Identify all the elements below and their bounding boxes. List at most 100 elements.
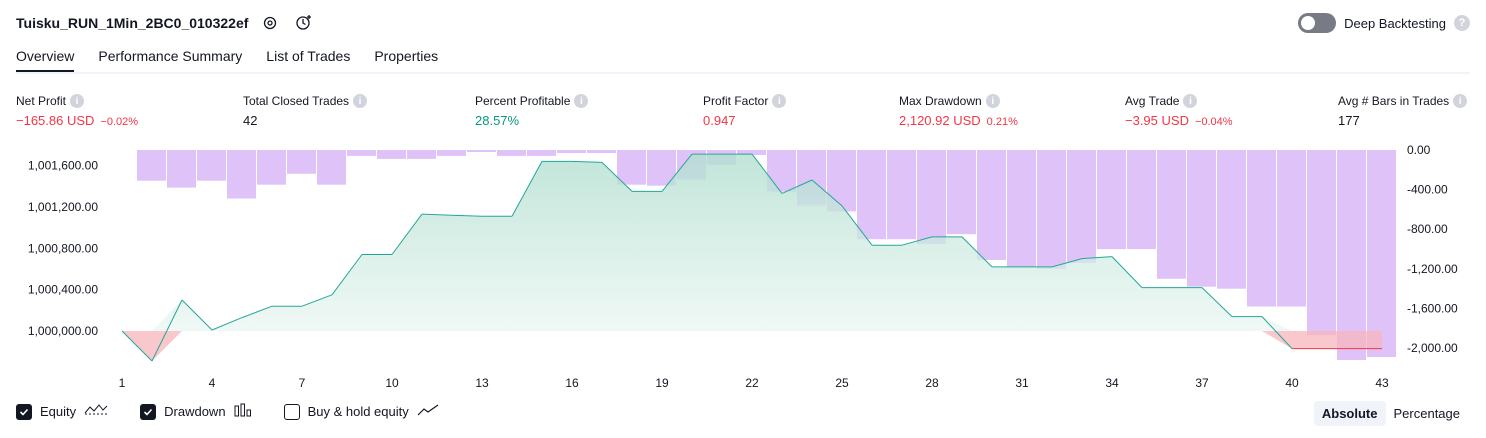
equity-segment (181, 299, 213, 331)
chart-legend: Equity Drawdown Buy & hold equity (16, 403, 471, 420)
left-axis-tick-label: 1,000,000.00 (28, 324, 98, 338)
metric-net-profit: Net Profit i −165.86 USD −0.02% (16, 94, 138, 128)
scale-mode-switch: Absolute Percentage (1313, 401, 1468, 426)
buy-hold-checkbox[interactable] (283, 403, 300, 420)
drawdown-bar (227, 150, 256, 199)
legend-equity[interactable]: Equity (16, 403, 108, 420)
drawdown-bar (557, 150, 586, 153)
drawdown-bar (347, 150, 376, 156)
metric-label: Total Closed Trades (243, 94, 350, 108)
info-icon[interactable]: i (1453, 94, 1468, 108)
equity-segment (211, 317, 243, 331)
info-icon[interactable]: i (574, 94, 589, 108)
drawdown-bar (467, 150, 496, 152)
tab-overview[interactable]: Overview (16, 48, 75, 73)
right-axis-tick-label: -1,600.00 (1407, 302, 1458, 316)
info-icon[interactable]: i (353, 94, 368, 108)
deep-backtesting-toggle[interactable] (1298, 13, 1337, 33)
equity-line (121, 153, 1382, 362)
left-axis-tick-label: 1,000,400.00 (28, 283, 98, 297)
x-axis-tick-label: 4 (209, 376, 216, 390)
drawdown-bar (737, 150, 766, 155)
tab-list-of-trades[interactable]: List of Trades (266, 48, 351, 64)
metric-value: −3.95 USD (1125, 113, 1189, 128)
x-axis-tick-label: 13 (475, 376, 489, 390)
left-axis: 1,000,000.00 1,000,400.00 1,000,800.00 1,00… (28, 159, 98, 339)
equity-area (122, 154, 1382, 361)
drawdown-bar (1247, 150, 1276, 307)
left-axis-tick-label: 1,001,600.00 (28, 159, 98, 173)
drawdown-bar (317, 150, 346, 185)
tab-performance-summary[interactable]: Performance Summary (98, 48, 243, 64)
deep-backtesting-control: Deep Backtesting ? (1298, 13, 1470, 33)
right-axis-tick-label: -1,200.00 (1407, 262, 1458, 276)
x-axis-tick-label: 7 (299, 376, 306, 390)
metric-label: Avg Trade (1125, 94, 1180, 108)
equity-segment (121, 330, 153, 362)
drawdown-bar (167, 150, 196, 188)
tab-bar: Overview Performance Summary List of Tra… (16, 48, 462, 73)
legend-buy-hold[interactable]: Buy & hold equity (283, 403, 439, 420)
info-icon[interactable]: i (772, 94, 787, 108)
equity-segment (811, 179, 843, 207)
metric-total-closed-trades: Total Closed Trades i 42 (243, 94, 368, 128)
drawdown-bar (1097, 150, 1126, 250)
x-axis-tick-label: 28 (925, 376, 939, 390)
toggle-knob (1301, 16, 1316, 30)
settings-icon[interactable] (261, 14, 279, 32)
x-axis-tick-label: 10 (385, 376, 399, 390)
legend-drawdown[interactable]: Drawdown (140, 403, 251, 420)
percentage-button[interactable]: Percentage (1393, 406, 1461, 421)
x-axis-tick-label: 16 (565, 376, 579, 390)
drawdown-bar (287, 150, 316, 174)
right-axis-tick-label: -800.00 (1407, 222, 1448, 236)
drawdown-bar (497, 150, 526, 156)
info-icon[interactable]: i (1183, 94, 1198, 108)
equity-area-negative (122, 331, 1382, 361)
legend-label: Equity (40, 404, 77, 419)
drawdown-bar (917, 150, 946, 245)
equity-segment (301, 294, 333, 307)
drawdown-bar (617, 150, 646, 185)
equity-segment (961, 236, 993, 268)
drawdown-bar (587, 150, 616, 153)
equity-segment (421, 213, 453, 216)
metric-value: 177 (1338, 113, 1360, 128)
equity-checkbox[interactable] (16, 403, 32, 420)
strategy-title: Tuisku_RUN_1Min_2BC0_010322ef (16, 15, 249, 31)
help-icon[interactable]: ? (1454, 15, 1470, 31)
metric-max-drawdown: Max Drawdown i 2,120.92 USD 0.21% (899, 94, 1018, 128)
equity-segment (601, 162, 633, 192)
drawdown-bar (1157, 150, 1186, 279)
equity-segment (511, 161, 543, 217)
x-axis-tick-label: 43 (1375, 376, 1389, 390)
x-axis-tick-label: 37 (1195, 376, 1209, 390)
drawdown-bar (977, 150, 1006, 260)
equity-segment (901, 236, 933, 246)
info-icon[interactable]: i (70, 94, 85, 108)
legend-label: Drawdown (164, 404, 226, 419)
metric-value: 42 (243, 113, 258, 128)
drawdown-bars-icon (234, 403, 252, 420)
deep-backtesting-label: Deep Backtesting (1344, 15, 1446, 31)
equity-segment (1051, 258, 1083, 268)
info-icon[interactable]: i (985, 94, 1000, 108)
drawdown-bar (1067, 150, 1096, 263)
equity-line-icon (84, 403, 108, 420)
left-axis-tick-label: 1,001,200.00 (28, 200, 98, 214)
equity-segment (331, 254, 363, 296)
drawdown-bar (1217, 150, 1246, 289)
metric-percent: 0.21% (986, 116, 1018, 128)
metric-value: 28.57% (475, 113, 520, 128)
right-axis-tick-label: -400.00 (1407, 183, 1448, 197)
drawdown-bar (947, 150, 976, 235)
equity-area-positive (122, 154, 1382, 332)
drawdown-checkbox[interactable] (140, 403, 157, 420)
metric-percent-profitable: Percent Profitable i 28.57% (475, 94, 589, 128)
equity-segment (1261, 316, 1293, 349)
tab-properties[interactable]: Properties (374, 48, 439, 64)
buy-hold-line-icon (417, 403, 439, 420)
x-axis-tick-label: 34 (1105, 376, 1119, 390)
absolute-button[interactable]: Absolute (1313, 401, 1386, 426)
add-to-chart-icon[interactable] (295, 14, 313, 32)
